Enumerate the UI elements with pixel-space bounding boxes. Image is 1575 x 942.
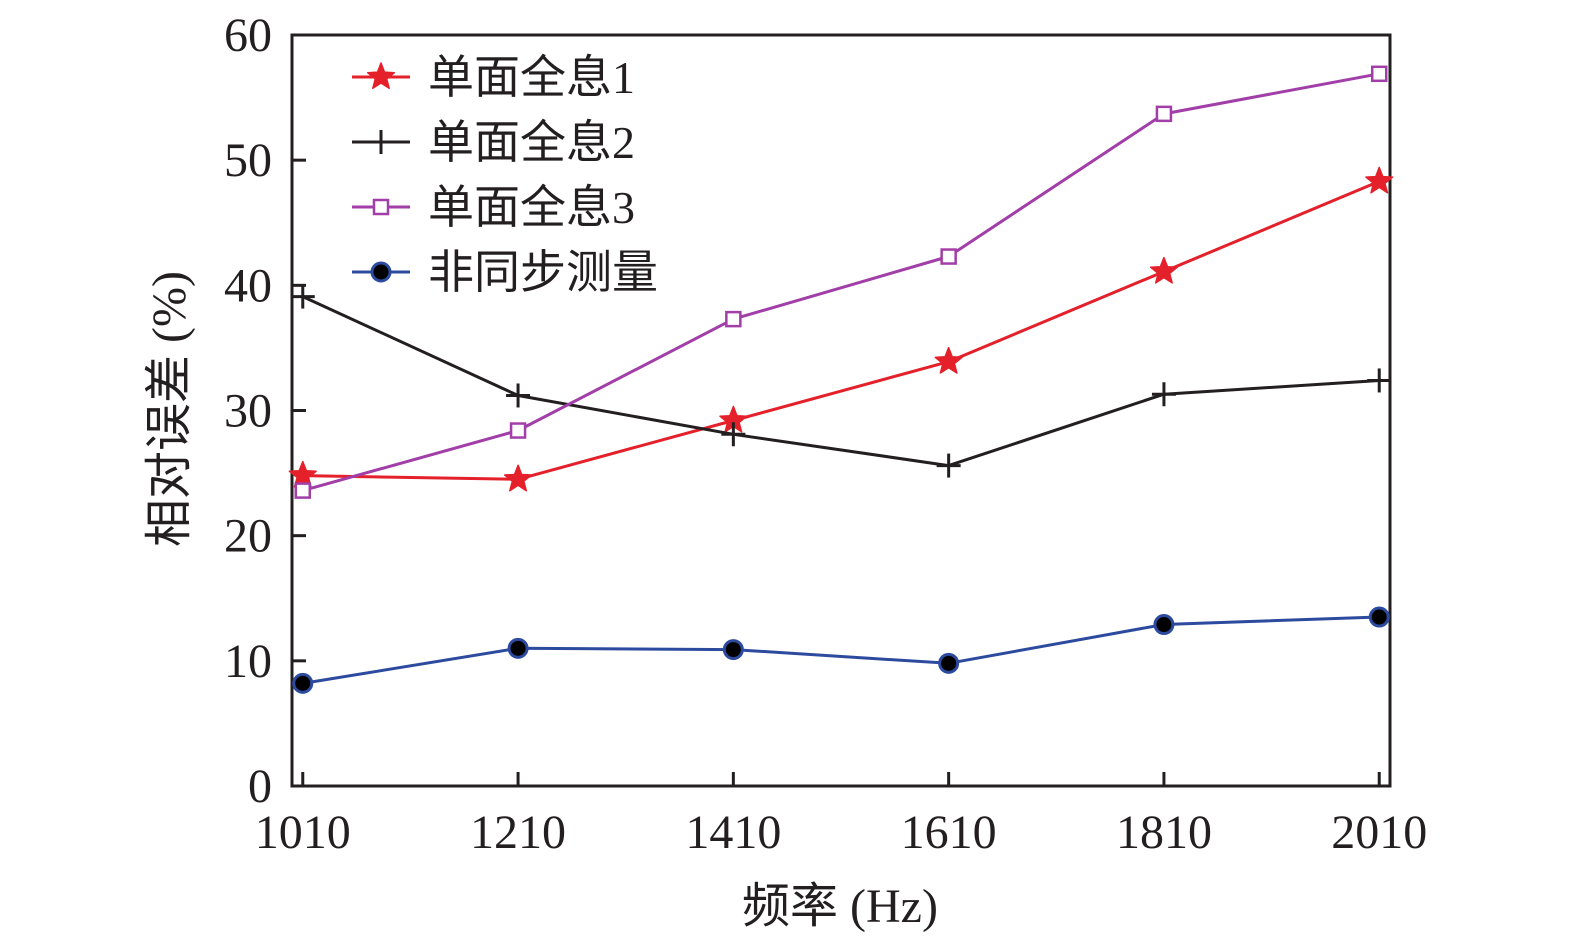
legend-item-3: 单面全息3 — [352, 182, 635, 233]
data-point-star — [1149, 256, 1179, 284]
series-1 — [288, 166, 1394, 492]
y-tick-label: 10 — [224, 635, 272, 688]
legend-marker-square — [372, 198, 390, 216]
data-point-circle — [1368, 606, 1390, 628]
y-tick-label: 30 — [224, 385, 272, 438]
data-point-circle — [507, 637, 529, 659]
series-line-2 — [302, 295, 1380, 468]
series-line-3 — [302, 72, 1380, 493]
data-point-square — [1155, 105, 1173, 123]
data-point-square — [509, 422, 527, 439]
y-axis-title: 相对误差 (%) — [143, 271, 196, 547]
data-point-plus — [290, 284, 315, 309]
x-tick-label: 1010 — [255, 806, 351, 859]
data-point-circle — [1153, 614, 1175, 636]
data-point-plus — [1367, 368, 1392, 393]
x-tick-label: 1610 — [901, 806, 997, 859]
series-line-1 — [302, 180, 1380, 481]
y-tick-label: 60 — [224, 9, 272, 62]
data-point-circle — [292, 672, 314, 694]
legend-label: 单面全息1 — [428, 52, 635, 103]
data-point-plus — [721, 422, 746, 447]
y-tick-label: 0 — [248, 760, 272, 813]
series-line-4 — [302, 615, 1380, 685]
legend-item-1: 单面全息1 — [352, 52, 635, 103]
data-point-star — [934, 346, 963, 374]
y-tick-label: 50 — [224, 134, 272, 187]
data-point-plus — [936, 453, 961, 478]
data-point-star — [503, 464, 533, 492]
legend-label: 单面全息3 — [428, 182, 635, 233]
series-2 — [290, 284, 1392, 478]
x-tick-label: 1810 — [1116, 806, 1212, 859]
legend-item-2: 单面全息2 — [352, 117, 635, 168]
y-tick-label: 40 — [224, 259, 272, 312]
data-point-plus — [506, 383, 531, 408]
y-tick-label: 20 — [224, 510, 272, 563]
data-point-square — [294, 482, 312, 499]
series-4 — [292, 606, 1390, 694]
legend-label: 非同步测量 — [428, 247, 658, 298]
data-point-star — [288, 460, 317, 488]
legend-item-4: 非同步测量 — [352, 247, 658, 298]
data-point-star — [1365, 166, 1394, 194]
data-point-square — [725, 310, 742, 328]
x-axis-title: 频率 (Hz) — [742, 880, 938, 933]
legend-marker-star — [366, 62, 396, 90]
x-tick-label: 2010 — [1331, 806, 1427, 859]
x-tick-label: 1210 — [470, 806, 566, 859]
legend-label: 单面全息2 — [428, 117, 635, 168]
legend-marker-plus — [369, 130, 393, 154]
x-tick-label: 1410 — [685, 806, 781, 859]
data-point-square — [940, 248, 957, 265]
data-point-circle — [722, 639, 744, 661]
data-point-square — [1370, 65, 1388, 83]
data-point-plus — [1151, 382, 1176, 407]
series-3 — [294, 65, 1388, 499]
data-point-circle — [938, 652, 960, 674]
legend-marker-circle — [370, 261, 392, 283]
